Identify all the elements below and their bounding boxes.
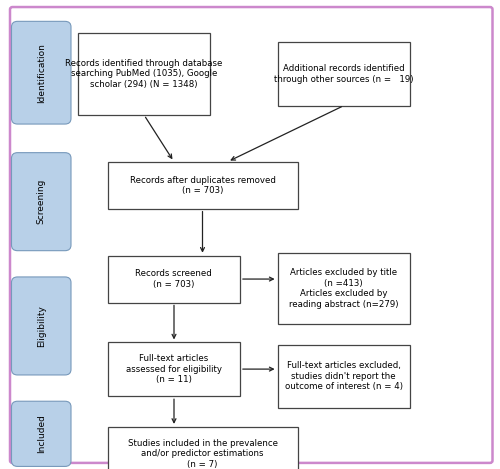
Text: Included: Included <box>37 415 46 453</box>
Text: Articles excluded by title
(n =413)
Articles excluded by
reading abstract (n=279: Articles excluded by title (n =413) Arti… <box>289 268 399 309</box>
Text: Eligibility: Eligibility <box>37 305 46 347</box>
Text: Identification: Identification <box>37 43 46 103</box>
FancyBboxPatch shape <box>12 277 71 375</box>
Text: Screening: Screening <box>37 179 46 224</box>
FancyBboxPatch shape <box>278 345 410 408</box>
FancyBboxPatch shape <box>278 253 410 324</box>
Text: Studies included in the prevalence
and/or predictor estimations
(n = 7): Studies included in the prevalence and/o… <box>128 439 278 469</box>
FancyBboxPatch shape <box>108 256 240 303</box>
FancyBboxPatch shape <box>78 33 210 115</box>
Text: Records screened
(n = 703): Records screened (n = 703) <box>136 269 212 289</box>
FancyBboxPatch shape <box>12 22 71 124</box>
FancyBboxPatch shape <box>12 401 71 466</box>
FancyBboxPatch shape <box>10 7 492 463</box>
Text: Records after duplicates removed
(n = 703): Records after duplicates removed (n = 70… <box>130 175 276 195</box>
Text: Records identified through database
searching PubMed (1035), Google
scholar (294: Records identified through database sear… <box>65 59 222 89</box>
FancyBboxPatch shape <box>108 427 298 469</box>
FancyBboxPatch shape <box>12 153 71 251</box>
Text: Additional records identified
through other sources (n =   19): Additional records identified through ot… <box>274 64 413 83</box>
Text: Full-text articles
assessed for eligibility
(n = 11): Full-text articles assessed for eligibil… <box>126 355 222 384</box>
Text: Full-text articles excluded,
studies didn't report the
outcome of interest (n = : Full-text articles excluded, studies did… <box>285 362 403 391</box>
FancyBboxPatch shape <box>108 162 298 209</box>
FancyBboxPatch shape <box>108 342 240 396</box>
FancyBboxPatch shape <box>278 42 410 106</box>
